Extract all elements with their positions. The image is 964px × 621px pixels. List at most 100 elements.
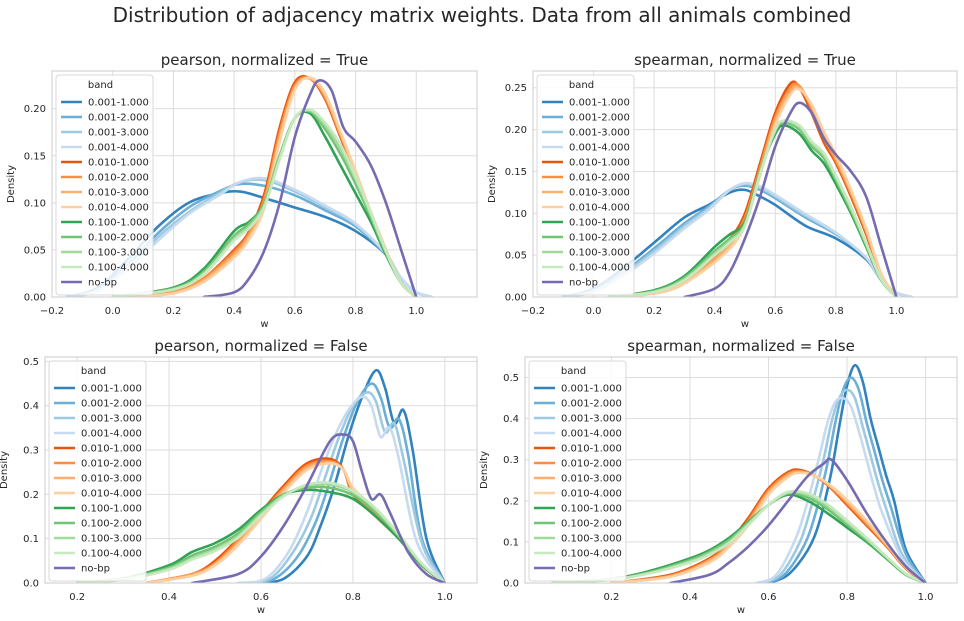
x-tick-label: 0.0 bbox=[105, 306, 121, 317]
legend-label: 0.001-3.000 bbox=[88, 128, 149, 139]
legend-label: 0.100-1.000 bbox=[81, 504, 142, 515]
legend-label: 0.001-4.000 bbox=[81, 429, 142, 440]
density-curve bbox=[250, 382, 447, 583]
legend-label: 0.010-2.000 bbox=[569, 173, 630, 184]
density-curve bbox=[767, 363, 927, 583]
x-tick-label: 1.0 bbox=[888, 306, 904, 317]
x-tick-label: 0.6 bbox=[761, 592, 777, 603]
legend-label: no-bp bbox=[88, 278, 117, 289]
legend-label: 0.100-4.000 bbox=[88, 263, 149, 274]
panel-title: pearson, normalized = True bbox=[161, 51, 368, 69]
y-tick-label: 0.1 bbox=[503, 537, 519, 548]
plot-frame bbox=[44, 356, 478, 584]
density-curve bbox=[241, 391, 447, 583]
legend-label: 0.001-2.000 bbox=[88, 113, 149, 124]
y-tick-label: 0.3 bbox=[503, 455, 519, 466]
x-tick-label: 0.8 bbox=[839, 592, 855, 603]
legend-box bbox=[528, 360, 627, 582]
x-tick-label: 0.2 bbox=[646, 306, 662, 317]
y-axis-label: Density bbox=[487, 165, 498, 203]
legend-label: 0.001-4.000 bbox=[88, 143, 149, 154]
plot-frame bbox=[532, 70, 958, 298]
x-tick-label: 1.0 bbox=[918, 592, 934, 603]
density-curve bbox=[610, 471, 927, 583]
legend: band 0.001-1.000 0.001-2.000 0.001-3.000 0.0… bbox=[536, 74, 635, 296]
density-curve bbox=[755, 396, 927, 583]
y-tick-label: 0.2 bbox=[503, 496, 519, 507]
x-tick-label: 0.6 bbox=[767, 306, 783, 317]
x-axis-label: w bbox=[737, 605, 745, 616]
legend-label: 0.001-1.000 bbox=[88, 98, 149, 109]
x-tick-label: 0.8 bbox=[345, 592, 361, 603]
y-tick-label: 0.2 bbox=[23, 490, 39, 501]
legend-label: 0.100-4.000 bbox=[561, 549, 622, 560]
y-tick-label: 0.1 bbox=[23, 534, 39, 545]
legend-label: 0.100-2.000 bbox=[561, 519, 622, 530]
legend-title: band bbox=[88, 80, 113, 91]
legend-label: 0.010-4.000 bbox=[88, 203, 149, 214]
legend-label: 0.001-2.000 bbox=[81, 399, 142, 410]
legend-label: 0.001-4.000 bbox=[561, 429, 622, 440]
chart-panel: 0.2 0.4 0.6 0.8 1.0 0.0 0.1 0.2 0.3 0.4 0.5 w Densit… bbox=[479, 337, 958, 616]
series-group bbox=[75, 368, 447, 583]
y-tick-label: 0.10 bbox=[505, 209, 527, 220]
y-tick-label: 0.3 bbox=[23, 446, 39, 457]
legend-label: 0.100-1.000 bbox=[561, 504, 622, 515]
y-tick-label: 0.05 bbox=[24, 245, 46, 256]
y-tick-label: 0.0 bbox=[23, 579, 39, 590]
legend-label: 0.010-4.000 bbox=[81, 489, 142, 500]
legend-title: band bbox=[569, 80, 594, 91]
legend-label: 0.100-1.000 bbox=[569, 218, 630, 229]
legend-label: 0.001-1.000 bbox=[561, 384, 622, 395]
density-curve bbox=[236, 395, 447, 583]
density-curve bbox=[259, 368, 447, 583]
y-tick-label: 0.25 bbox=[505, 83, 527, 94]
legend-box bbox=[48, 360, 147, 582]
y-tick-label: 0.4 bbox=[23, 401, 39, 412]
chart-panel: 0.2 0.4 0.6 0.8 1.0 0.0 0.1 0.2 0.3 0.4 0.5 w Densit… bbox=[0, 337, 478, 616]
y-tick-label: 0.5 bbox=[503, 373, 519, 384]
series-group bbox=[561, 80, 913, 297]
x-tick-label: 0.8 bbox=[348, 306, 364, 317]
x-tick-label: 0.4 bbox=[682, 592, 698, 603]
density-curve bbox=[759, 388, 927, 583]
legend-label: 0.010-2.000 bbox=[88, 173, 149, 184]
x-tick-label: 0.2 bbox=[603, 592, 619, 603]
legend-label: 0.100-3.000 bbox=[569, 248, 630, 259]
x-tick-label: −0.2 bbox=[521, 306, 545, 317]
legend-label: 0.010-1.000 bbox=[81, 444, 142, 455]
legend: band 0.001-1.000 0.001-2.000 0.001-3.000 0.0… bbox=[55, 74, 154, 296]
legend-label: 0.100-2.000 bbox=[569, 233, 630, 244]
figure-title: Distribution of adjacency matrix weights… bbox=[113, 3, 852, 27]
chart-panel: −0.2 0.0 0.2 0.4 0.6 0.8 1.0 0.00 0.05 0.10 0.15 0.… bbox=[6, 51, 478, 330]
y-tick-label: 0.10 bbox=[24, 198, 46, 209]
y-tick-label: 0.00 bbox=[505, 293, 527, 304]
legend-box bbox=[55, 74, 154, 296]
panel-title: spearman, normalized = True bbox=[634, 51, 856, 69]
x-axis-label: w bbox=[257, 605, 265, 616]
legend-label: 0.001-2.000 bbox=[569, 113, 630, 124]
legend-title: band bbox=[561, 366, 586, 377]
y-tick-label: 0.15 bbox=[24, 151, 46, 162]
x-tick-label: 0.0 bbox=[586, 306, 602, 317]
y-axis-label: Density bbox=[479, 451, 490, 489]
x-tick-label: 0.6 bbox=[287, 306, 303, 317]
panel-title: spearman, normalized = False bbox=[627, 337, 855, 355]
y-tick-label: 0.15 bbox=[505, 167, 527, 178]
density-curve bbox=[622, 87, 898, 297]
plot-frame bbox=[524, 356, 958, 584]
legend-label: 0.100-2.000 bbox=[81, 519, 142, 530]
legend-label: 0.010-1.000 bbox=[569, 158, 630, 169]
x-tick-label: 0.2 bbox=[69, 592, 85, 603]
legend-label: 0.100-3.000 bbox=[561, 534, 622, 545]
legend-label: 0.010-4.000 bbox=[561, 489, 622, 500]
x-tick-label: 0.4 bbox=[161, 592, 177, 603]
y-tick-label: 0.20 bbox=[505, 125, 527, 136]
y-tick-label: 0.5 bbox=[23, 357, 39, 368]
y-tick-label: 0.0 bbox=[503, 579, 519, 590]
legend-label: no-bp bbox=[81, 564, 110, 575]
x-tick-label: 1.0 bbox=[437, 592, 453, 603]
y-tick-label: 0.05 bbox=[505, 251, 527, 262]
x-tick-label: 0.8 bbox=[828, 306, 844, 317]
